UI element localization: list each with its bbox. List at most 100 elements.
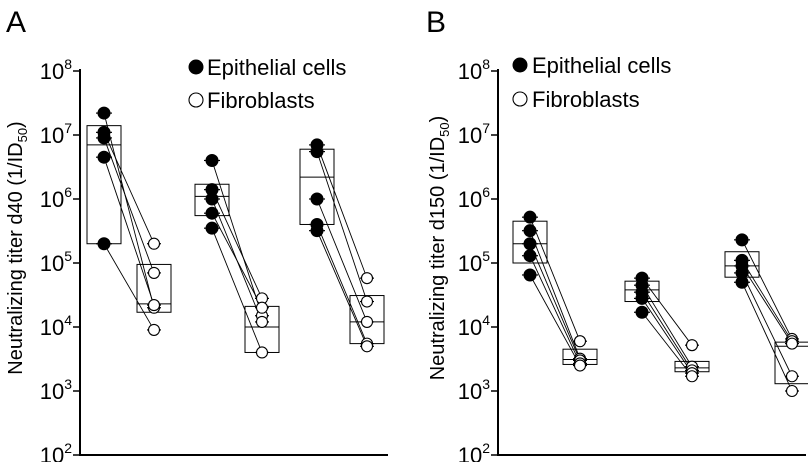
panel-a-marks: 102 103 104 105 106 107 108 Ribi Alum MF59 [40, 56, 388, 462]
point-fibroblasts [147, 266, 161, 279]
point-epithelial [97, 131, 111, 145]
panel-a-group-mf59 [299, 138, 385, 353]
panel-a-y-tick-label: 104 [40, 312, 72, 340]
point-epithelial [205, 206, 219, 220]
legend-fibroblasts-marker [188, 92, 204, 108]
point-epithelial [310, 192, 324, 206]
panel-b-y-tick-label: 105 [458, 248, 490, 276]
panel-b-y-axis-label: Neutralizing titer d150 (1/ID50) [427, 116, 452, 381]
panel-a-category-label: MF59 [289, 458, 345, 462]
panel-b-y-tick-label: 104 [458, 312, 490, 340]
panel-a-y-tick-label: 105 [40, 248, 72, 276]
panel-b-group-ribi [512, 210, 598, 372]
pair-line [103, 112, 155, 308]
point-epithelial [635, 305, 649, 319]
panel-a-y-tick-label: 103 [40, 376, 72, 404]
panel-a: A Neutralizing titer d40 (1/ID50) Epithe… [5, 6, 388, 462]
pair-line [103, 132, 155, 244]
pair-line [211, 228, 263, 353]
pair-line [529, 243, 581, 361]
point-fibroblasts [147, 237, 161, 250]
legend-fibroblasts-label: Fibroblasts [532, 87, 640, 112]
pair-line [741, 265, 793, 344]
panel-b-y-tick-label: 102 [458, 440, 490, 462]
point-fibroblasts [685, 339, 699, 352]
panel-a-y-tick-label: 108 [40, 56, 72, 84]
panel-a-group-alum [194, 153, 280, 359]
pair-line [529, 217, 581, 342]
legend-fibroblasts-label: Fibroblasts [207, 88, 315, 113]
point-epithelial [205, 192, 219, 206]
point-epithelial [97, 237, 111, 251]
point-fibroblasts [685, 370, 699, 383]
pair-line [316, 230, 368, 347]
panel-b-marks: 102 103 104 105 106 107 108 Ribi Alum MF59 [458, 56, 808, 462]
panel-b-letter: B [426, 6, 446, 39]
point-epithelial [205, 153, 219, 167]
point-epithelial [97, 150, 111, 164]
panel-a-y-tick-label: 107 [40, 120, 72, 148]
legend-epithelial-marker [188, 59, 204, 75]
point-fibroblasts [573, 359, 587, 372]
point-epithelial [635, 291, 649, 305]
panel-b-legend: Epithelial cells Fibroblasts [512, 53, 671, 112]
panel-a-category-label: Alum [187, 458, 237, 462]
pair-line [641, 277, 693, 346]
pair-line [211, 160, 263, 316]
point-epithelial [97, 106, 111, 120]
point-fibroblasts [785, 370, 799, 383]
pair-line [741, 239, 793, 340]
point-fibroblasts [255, 315, 269, 328]
pair-line [641, 298, 693, 374]
panel-b-category-label: Ribi [511, 458, 549, 462]
pair-line [103, 157, 155, 306]
legend-fibroblasts-marker [512, 91, 528, 107]
panel-a-y-axis-label: Neutralizing titer d40 (1/ID50) [5, 121, 30, 374]
panel-a-letter: A [6, 6, 26, 39]
point-fibroblasts [255, 301, 269, 314]
point-fibroblasts [573, 335, 587, 348]
panel-b-category-label: MF59 [714, 458, 770, 462]
point-fibroblasts [360, 340, 374, 353]
pair-line [316, 198, 368, 323]
point-epithelial [735, 233, 749, 247]
point-epithelial [523, 268, 537, 282]
pair-line [103, 137, 155, 274]
pair-line [211, 189, 263, 299]
point-epithelial [523, 210, 537, 224]
panel-a-group-ribi [86, 106, 172, 336]
point-epithelial [310, 145, 324, 159]
pair-line [103, 243, 155, 331]
pair-line [741, 260, 793, 342]
panel-a-legend: Epithelial cells Fibroblasts [188, 55, 346, 113]
panel-b: B Neutralizing titer d150 (1/ID50) Epith… [426, 6, 808, 462]
point-fibroblasts [147, 299, 161, 312]
panel-b-y-tick-label: 108 [458, 56, 490, 84]
panel-a-category-label: Ribi [85, 458, 123, 462]
panel-b-group-mf59 [724, 233, 808, 398]
panel-b-category-label: Alum [617, 458, 667, 462]
pair-line [529, 230, 581, 359]
point-epithelial [523, 224, 537, 238]
point-epithelial [523, 237, 537, 251]
point-epithelial [205, 221, 219, 235]
pair-line [641, 311, 693, 377]
point-epithelial [523, 249, 537, 263]
panel-b-y-tick-label: 103 [458, 376, 490, 404]
pair-line [641, 291, 693, 371]
panel-b-y-tick-label: 106 [458, 184, 490, 212]
point-fibroblasts [360, 315, 374, 328]
panel-a-y-tick-label: 106 [40, 184, 72, 212]
point-fibroblasts [360, 272, 374, 285]
pair-line [529, 274, 581, 366]
panel-b-group-alum [624, 271, 710, 383]
panel-a-y-tick-label: 102 [40, 440, 72, 462]
legend-epithelial-label: Epithelial cells [207, 55, 346, 80]
legend-epithelial-marker [512, 57, 528, 73]
pair-line [211, 212, 263, 308]
point-fibroblasts [785, 384, 799, 398]
point-fibroblasts [360, 295, 374, 308]
pair-line [316, 144, 368, 279]
pair-line [316, 224, 368, 344]
pair-line [529, 255, 581, 364]
